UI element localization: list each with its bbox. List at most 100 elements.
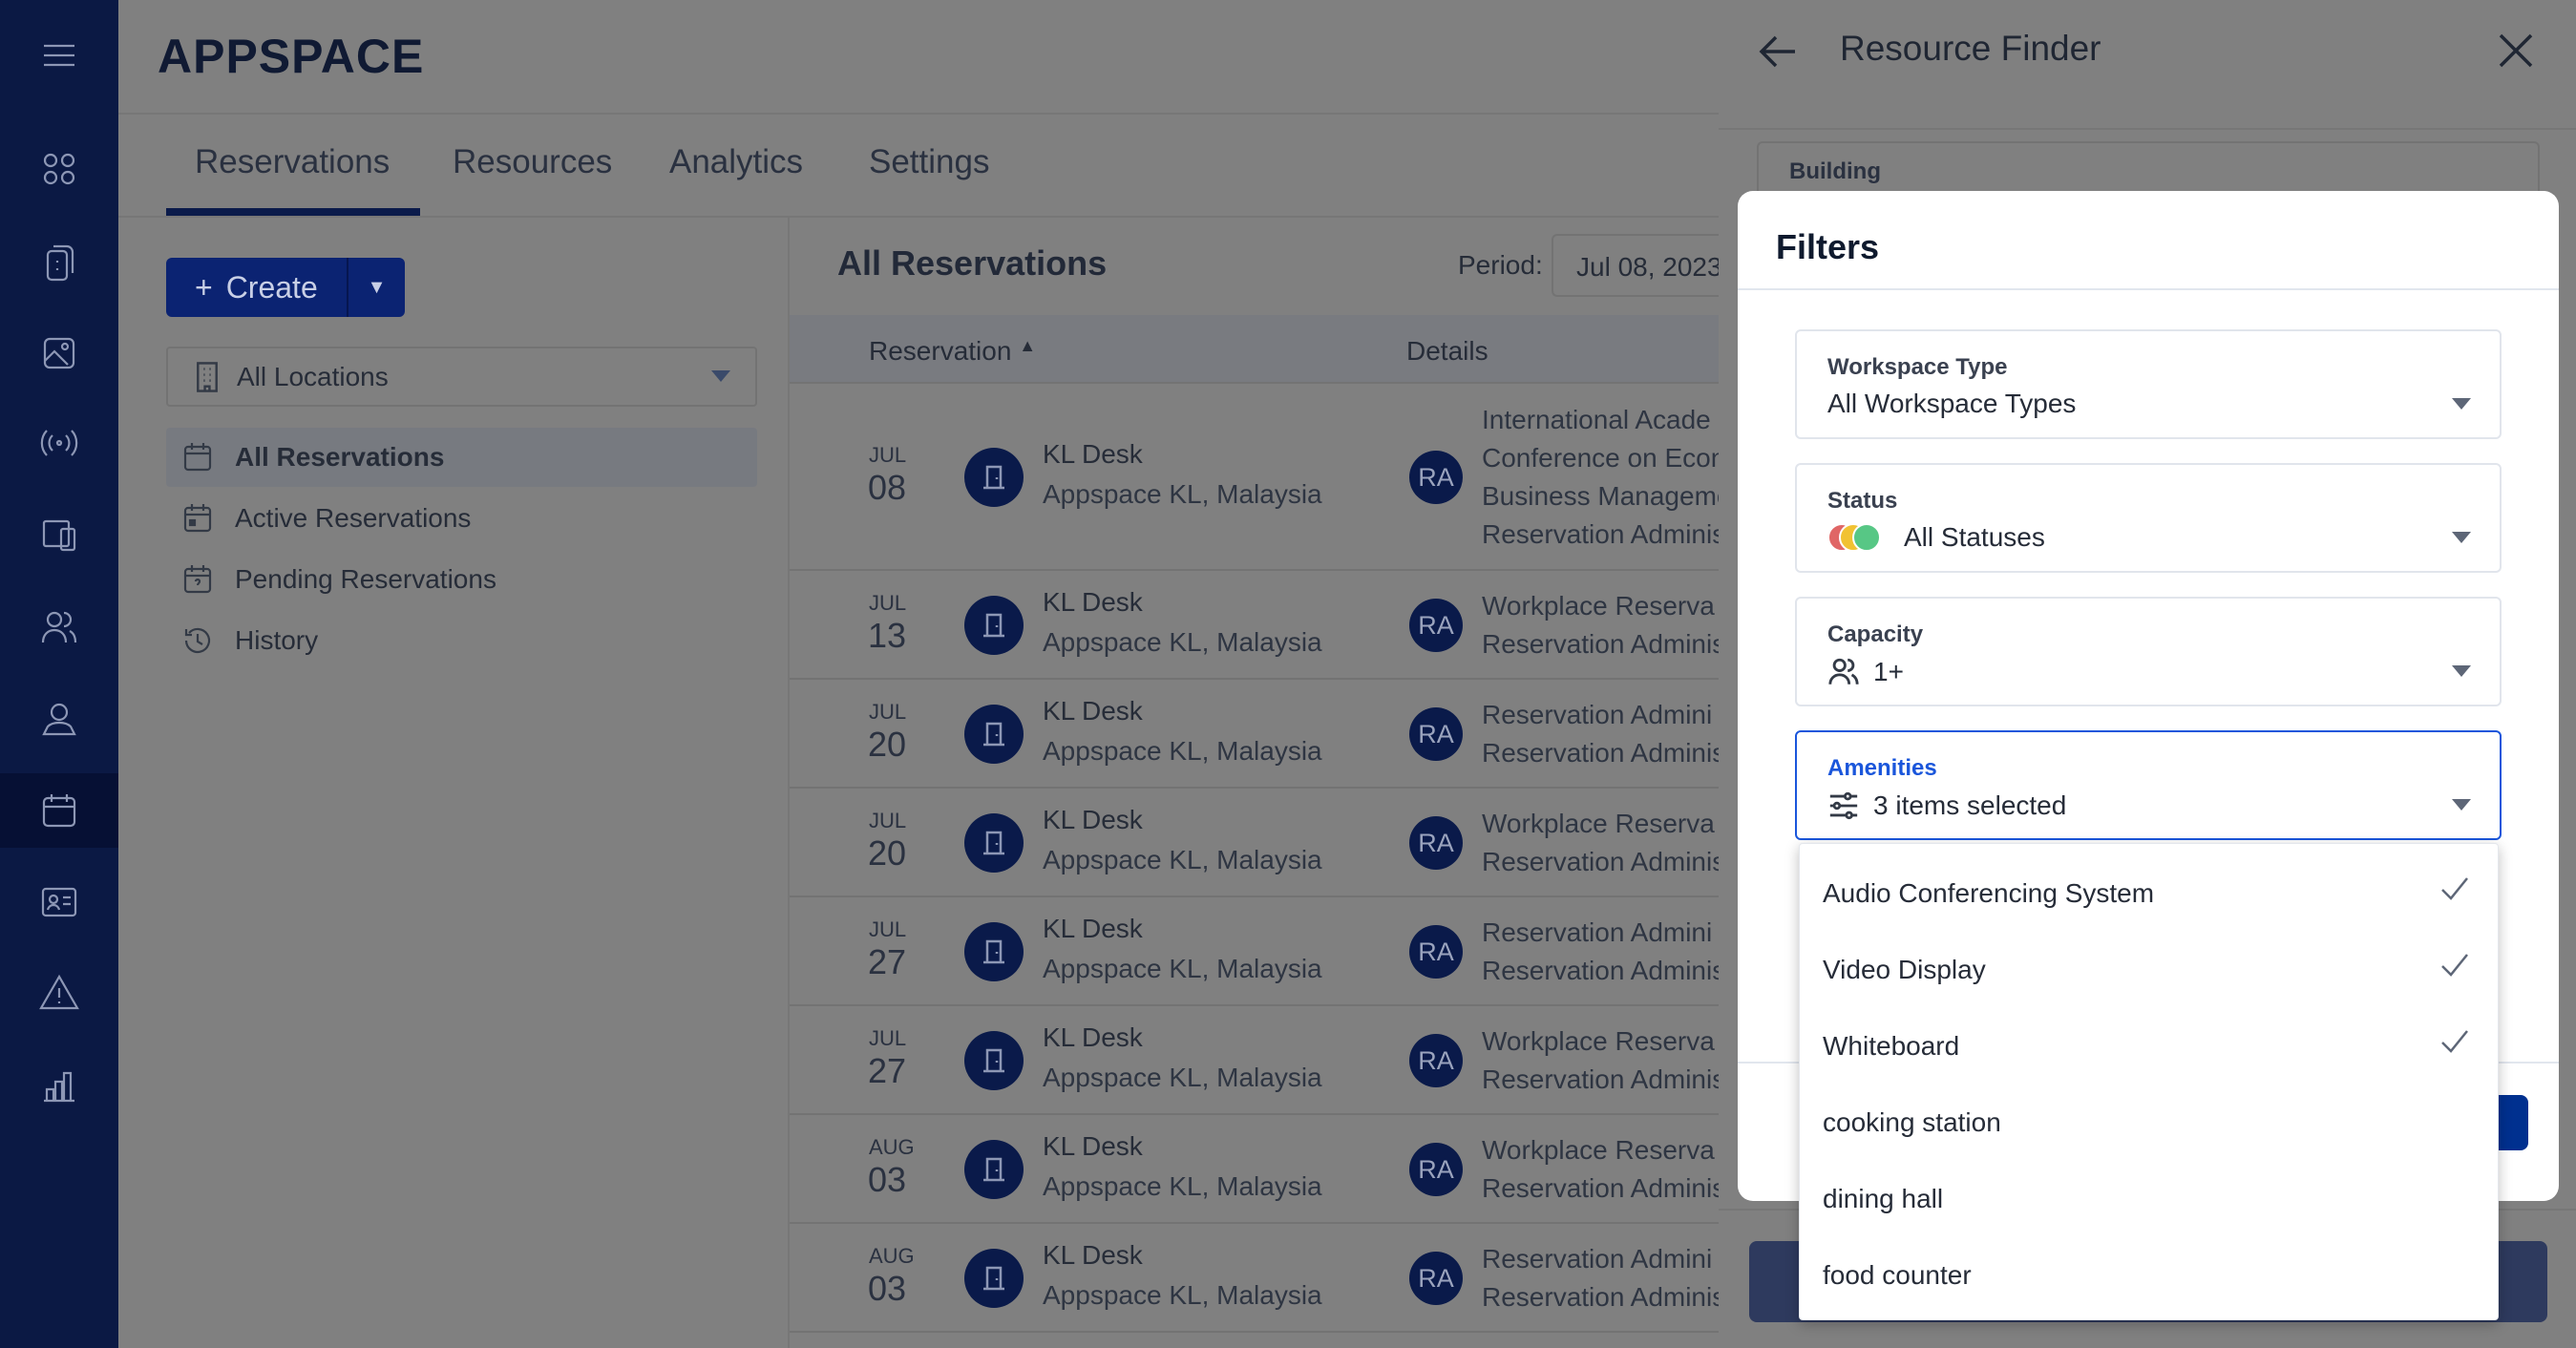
amenity-option[interactable]: food counter (1800, 1237, 2500, 1314)
option-label: Audio Conferencing System (1823, 878, 2155, 908)
table-row[interactable]: JUL 27 KL Desk Appspace KL, Malaysia RA Workp… (790, 1006, 1719, 1115)
close-icon[interactable] (2498, 32, 2534, 69)
door-icon (983, 831, 1004, 855)
building-icon (197, 361, 218, 392)
resource-finder-header (1719, 0, 2576, 130)
create-label: Create (225, 269, 318, 305)
amenity-option[interactable]: cooking station (1800, 1085, 2500, 1161)
amenity-option[interactable]: Whiteboard (1800, 1008, 2500, 1085)
resource-name: KL Desk (1043, 439, 1143, 469)
reservation-detail: Reservation Adminis (1482, 738, 1719, 768)
nav-item-active-reservations[interactable]: Active Reservations (166, 489, 757, 548)
field-label: Capacity (1827, 621, 1924, 647)
amenity-option[interactable]: dining hall (1800, 1161, 2500, 1237)
nav-item-all-reservations[interactable]: All Reservations (166, 428, 757, 487)
nav-item-pending-reservations[interactable]: Pending Reservations (166, 550, 757, 609)
amenities-select[interactable]: Amenities 3 items selected (1795, 730, 2502, 840)
status-select[interactable]: Status All Statuses (1795, 463, 2502, 573)
sidebar-chart-icon[interactable] (29, 1055, 90, 1116)
nav-item-label: All Reservations (235, 442, 445, 472)
appspace-logo[interactable]: APPSPACE (158, 30, 425, 83)
door-icon (983, 1048, 1004, 1073)
resource-finder-title: Resource Finder (1840, 29, 2101, 68)
users-icon (41, 611, 77, 643)
create-dropdown-caret-icon[interactable]: ▼ (367, 276, 387, 298)
tab-analytics[interactable]: Analytics (669, 143, 804, 180)
workspace-type-select[interactable]: Workspace Type All Workspace Types (1795, 329, 2502, 439)
table-row[interactable]: JUL 08 KL Desk Appspace KL, Malaysia RA Inter… (790, 384, 1719, 571)
calendar-active-icon (183, 504, 212, 533)
field-value: 3 items selected (1873, 790, 2067, 820)
date-day: 03 (868, 1269, 907, 1308)
sidebar-users-icon[interactable] (29, 597, 90, 658)
date-month: JUL (869, 917, 907, 941)
resource-name: KL Desk (1043, 914, 1143, 943)
resource-avatar (964, 448, 1024, 507)
amenity-option[interactable]: Audio Conferencing System (1800, 855, 2500, 932)
menu-icon (44, 44, 74, 67)
user-avatar: RA (1409, 599, 1463, 652)
table-row[interactable]: AUG 03 KL Desk Appspace KL, Malaysia RA Reser… (790, 1224, 1719, 1333)
reservation-detail: Reservation Adminis (1482, 1173, 1719, 1203)
date-month: JUL (869, 1026, 907, 1050)
option-label: food counter (1823, 1260, 1972, 1290)
create-button[interactable]: + Create ▼ (166, 258, 405, 317)
sidebar-alert-icon[interactable] (29, 962, 90, 1023)
resource-location: Appspace KL, Malaysia (1043, 845, 1322, 874)
sidebar-media-icon[interactable] (29, 323, 90, 384)
sidebar-id-card-icon[interactable] (29, 872, 90, 933)
tab-settings[interactable]: Settings (869, 143, 990, 180)
back-arrow-icon[interactable] (1757, 32, 1799, 71)
sidebar-apps-icon[interactable] (29, 138, 90, 200)
resource-avatar (964, 705, 1024, 764)
date-day: 08 (868, 468, 907, 507)
calendar-icon (183, 443, 212, 472)
sidebar-menu-icon[interactable] (29, 25, 90, 86)
column-reservation[interactable]: Reservation ▲ (869, 336, 1036, 367)
table-row[interactable]: JUL 13 KL Desk Appspace KL, Malaysia RA Workp… (790, 571, 1719, 680)
tab-resources[interactable]: Resources (453, 143, 613, 180)
reservation-detail: Conference on Econ (1482, 443, 1719, 473)
period-date-picker[interactable]: Jul 08, 2023 (1552, 234, 1719, 297)
resource-avatar (964, 813, 1024, 873)
nav-item-label: Pending Reservations (235, 564, 496, 594)
divider (788, 218, 790, 1348)
tab-reservations[interactable]: Reservations (195, 143, 391, 180)
sidebar-devices-icon[interactable] (29, 232, 90, 293)
location-select[interactable]: All Locations (166, 347, 757, 407)
table-row[interactable]: JUL 20 KL Desk Appspace KL, Malaysia RA Workp… (790, 789, 1719, 897)
date-month: JUL (869, 700, 907, 724)
date-month: AUG (869, 1135, 915, 1159)
alert-icon (39, 974, 79, 1010)
user-avatar: RA (1409, 707, 1463, 761)
sidebar-screens-icon[interactable] (29, 504, 90, 565)
resource-name: KL Desk (1043, 1240, 1143, 1270)
date-day: 03 (868, 1160, 907, 1199)
table-row[interactable]: JUL 27 KL Desk Appspace KL, Malaysia RA Reser… (790, 897, 1719, 1006)
date-month: JUL (869, 443, 907, 467)
period-label: Period: (1458, 250, 1543, 280)
table-row[interactable]: AUG 03 KL Desk Appspace KL, Malaysia RA Workp… (790, 1115, 1719, 1224)
sort-asc-icon: ▲ (1019, 336, 1037, 355)
sidebar-broadcast-icon[interactable] (29, 412, 90, 474)
table-row[interactable]: JUL 20 KL Desk Appspace KL, Malaysia RA Reser… (790, 680, 1719, 789)
nav-item-history[interactable]: History (166, 611, 757, 670)
capacity-select[interactable]: Capacity 1+ (1795, 597, 2502, 706)
door-icon (983, 939, 1004, 964)
chevron-down-icon (2452, 665, 2471, 677)
sidebar-user-profile-icon[interactable] (29, 688, 90, 749)
reservation-detail: International Acade (1482, 405, 1711, 434)
sidebar-calendar-icon[interactable] (0, 773, 118, 848)
user-avatar: RA (1409, 816, 1463, 870)
devices-icon (46, 244, 74, 282)
resource-avatar (964, 1249, 1024, 1308)
amenity-option[interactable]: Video Display (1800, 932, 2500, 1008)
date-day: 20 (868, 725, 907, 764)
chevron-down-icon (2452, 398, 2471, 410)
user-avatar: RA (1409, 1143, 1463, 1196)
reservation-detail: Business Manageme (1482, 481, 1719, 511)
resource-name: KL Desk (1043, 1131, 1143, 1161)
door-icon (983, 1157, 1004, 1182)
sidebar (0, 0, 118, 1348)
reservation-detail: Reservation Adminis (1482, 847, 1719, 876)
